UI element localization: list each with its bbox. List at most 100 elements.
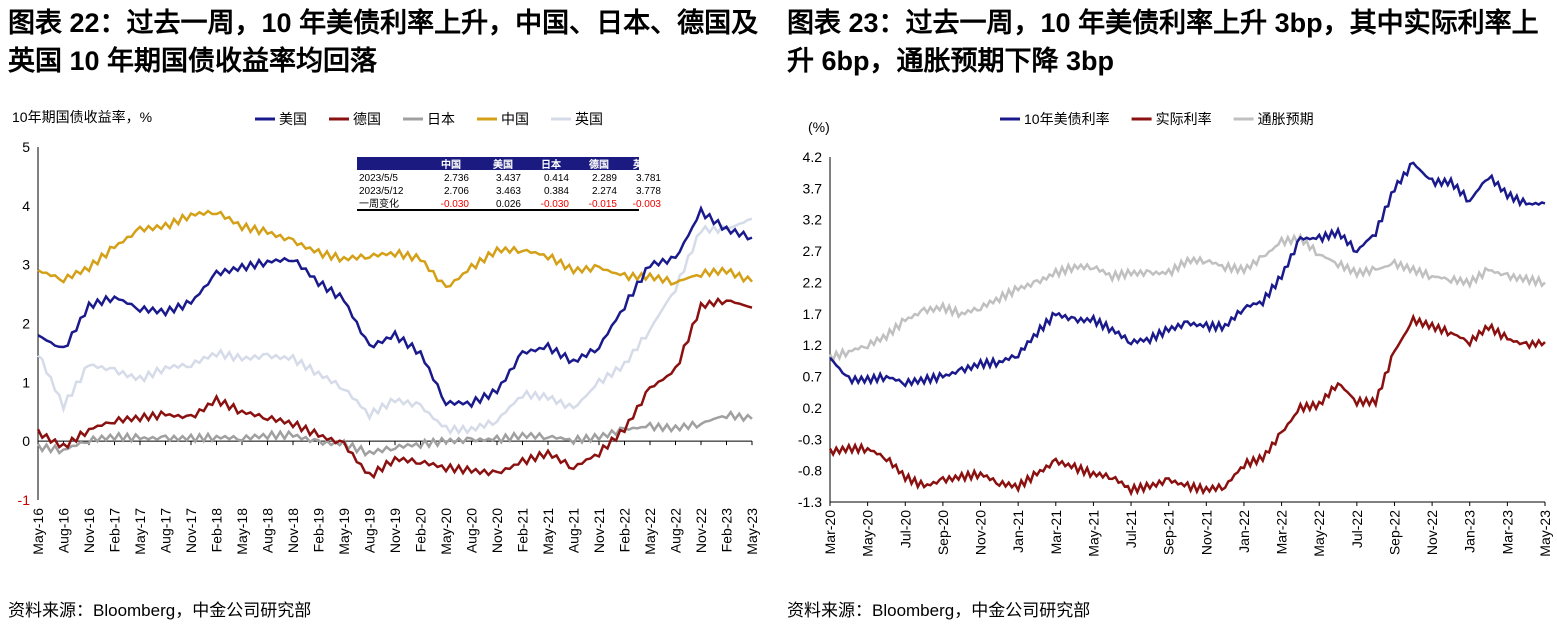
table-cell: -0.003: [633, 199, 662, 210]
table-header: [357, 157, 639, 170]
y-tick-label: 0: [22, 433, 30, 449]
table-cell: 0.384: [544, 186, 569, 197]
table-cell: 2.289: [592, 173, 617, 184]
table-header-cell: 美国: [493, 158, 513, 171]
x-tick-label: Jul-22: [1349, 510, 1365, 548]
table-cell: -0.030: [441, 199, 470, 210]
table-cell: 2.736: [444, 173, 469, 184]
table-cell: 2023/5/5: [359, 173, 398, 184]
table-header-cell: 英国: [632, 158, 653, 171]
y-tick-label: 0.7: [803, 369, 823, 385]
x-tick-label: May-21: [1085, 510, 1101, 557]
x-tick-label: Feb-18: [209, 508, 225, 553]
legend-label: 10年美债利率: [1024, 111, 1110, 127]
x-tick-label: Nov-19: [387, 508, 403, 553]
table-header-cell: 日本: [541, 158, 562, 171]
y-tick-label: 2.7: [803, 243, 823, 259]
series-line-3: [37, 209, 753, 289]
series-line-0: [37, 204, 753, 409]
series-line-2: [36, 409, 753, 457]
x-tick-label: Jan-21: [1010, 510, 1026, 553]
x-tick-label: Nov-21: [1198, 510, 1214, 555]
series-line-2: [828, 232, 1546, 364]
y-tick-label: -0.8: [798, 463, 822, 479]
y-tick-label: 4: [22, 198, 30, 214]
x-tick-label: Nov-20: [489, 508, 505, 553]
y-axis-label: (%): [808, 119, 830, 135]
x-tick-label: Feb-21: [515, 508, 531, 553]
x-tick-label: Nov-18: [285, 508, 301, 553]
x-tick-label: Nov-21: [591, 508, 607, 553]
table-cell: 0.026: [496, 199, 521, 210]
x-tick-label: Mar-22: [1274, 510, 1290, 555]
y-tick-label: 5: [22, 139, 30, 155]
x-tick-label: Jan-23: [1462, 510, 1478, 553]
x-tick-label: Mar-21: [1048, 510, 1064, 555]
x-tick-label: Nov-17: [183, 508, 199, 553]
x-tick-label: Mar-23: [1499, 510, 1515, 555]
legend-label: 德国: [353, 111, 381, 127]
x-tick-label: May-19: [336, 508, 352, 555]
table-cell: 2023/5/12: [359, 186, 404, 197]
table-cell: 3.463: [496, 186, 521, 197]
series-line-1: [828, 313, 1546, 497]
x-tick-label: Jan-22: [1236, 510, 1252, 553]
chart2-source: 资料来源：Bloomberg，中金公司研究部: [787, 601, 1091, 620]
table-cell: 2.274: [592, 186, 617, 197]
y-tick-label: -1.3: [798, 494, 822, 510]
y-tick-label: 1.7: [803, 306, 823, 322]
x-tick-label: Feb-22: [617, 508, 633, 553]
x-tick-label: Nov-22: [693, 508, 709, 553]
y-tick-label: 4.2: [803, 149, 823, 165]
table-cell: 0.414: [544, 173, 569, 184]
series-line-1: [36, 296, 753, 480]
table-cell: -0.030: [541, 199, 570, 210]
x-tick-label: May-21: [540, 508, 556, 555]
y-tick-label: -0.3: [798, 431, 822, 447]
y-tick-label: -1: [18, 492, 31, 508]
x-tick-label: May-22: [642, 508, 658, 555]
x-tick-label: May-18: [234, 508, 250, 555]
x-tick-label: May-16: [30, 508, 46, 555]
y-tick-label: 3.2: [803, 212, 823, 228]
table-cell: 3.781: [636, 173, 661, 184]
legend-label: 中国: [501, 111, 529, 127]
legend-label: 实际利率: [1156, 111, 1212, 127]
table-cell: 一周变化: [359, 197, 399, 210]
y-axis-label: 10年期国债收益率，%: [12, 109, 152, 125]
x-tick-label: May-22: [1311, 510, 1327, 557]
table-cell: -0.015: [589, 199, 618, 210]
table-header-cell: 中国: [441, 158, 461, 171]
x-tick-label: Aug-21: [566, 508, 582, 553]
series-line-4: [37, 217, 753, 436]
legend-label: 日本: [427, 111, 455, 127]
x-tick-label: Jul-20: [897, 510, 913, 548]
table-cell: 3.778: [636, 186, 661, 197]
y-tick-label: 2: [22, 316, 30, 332]
y-tick-label: 3: [22, 257, 30, 273]
x-tick-label: Sep-20: [935, 510, 951, 555]
x-tick-label: Jul-21: [1123, 510, 1139, 548]
x-tick-label: May-23: [744, 508, 760, 555]
legend-label: 英国: [575, 111, 603, 127]
x-tick-label: Aug-19: [362, 508, 378, 553]
x-tick-label: May-20: [860, 510, 876, 557]
chart2-title: 图表 23：过去一周，10 年美债利率上升 3bp，其中实际利率上升 6bp，通…: [787, 8, 1539, 76]
x-tick-label: Feb-20: [413, 508, 429, 553]
x-tick-label: Feb-19: [311, 508, 327, 553]
x-tick-label: Aug-20: [464, 508, 480, 553]
table-cell: 3.437: [496, 173, 521, 184]
x-tick-label: Sep-22: [1386, 510, 1402, 555]
x-tick-label: Nov-20: [973, 510, 989, 555]
x-tick-label: Nov-16: [81, 508, 97, 553]
y-tick-label: 2.2: [803, 274, 823, 290]
y-tick-label: 1: [22, 374, 30, 390]
x-tick-label: Mar-20: [822, 510, 838, 555]
x-tick-label: Sep-21: [1161, 510, 1177, 555]
x-tick-label: May-23: [1537, 510, 1553, 557]
series-line-0: [829, 161, 1546, 388]
chart1-source: 资料来源：Bloomberg，中金公司研究部: [8, 601, 312, 620]
x-tick-label: May-17: [132, 508, 148, 555]
y-tick-label: 3.7: [803, 180, 823, 196]
